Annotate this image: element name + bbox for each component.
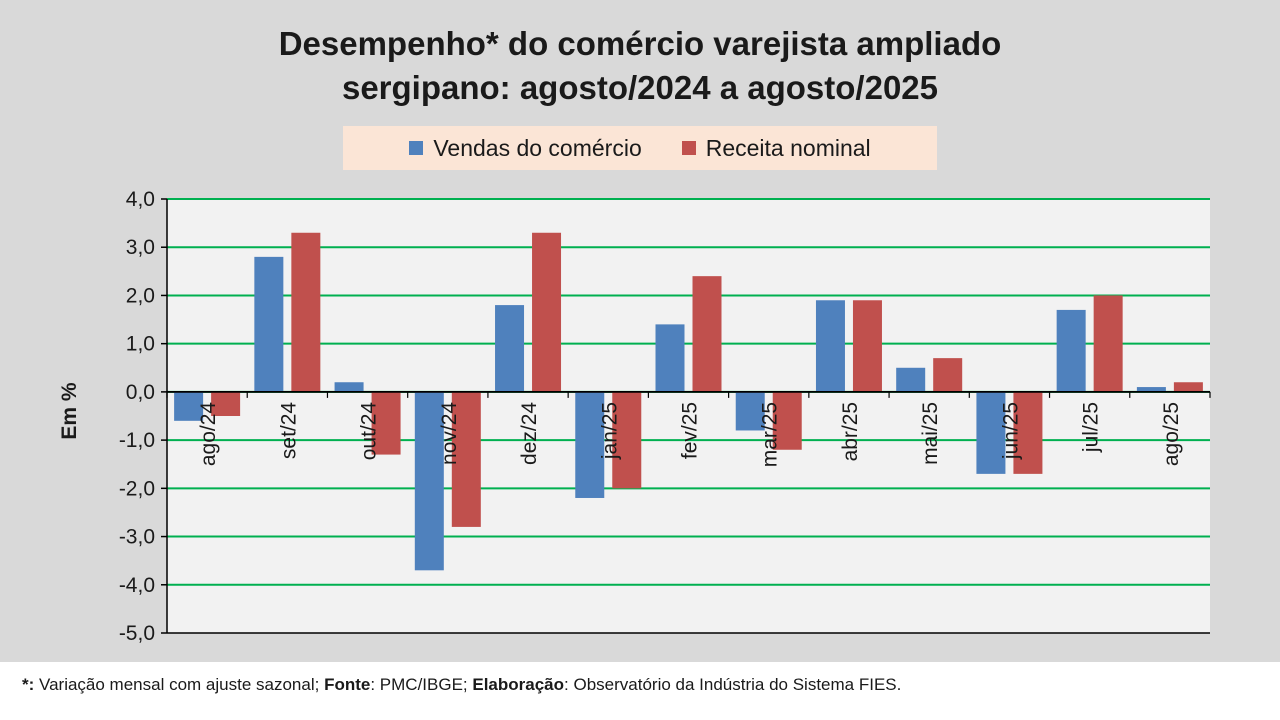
- bar-receita: [211, 391, 241, 416]
- x-tick-label: dez/24: [518, 402, 541, 465]
- y-tick-label: 2,0: [126, 284, 155, 307]
- chart-title-line2: sergipano: agosto/2024 a agosto/2025: [341, 69, 939, 106]
- bar-receita: [1093, 295, 1123, 392]
- bar-receita: [1173, 382, 1203, 392]
- x-tick-label: jul/25: [1080, 402, 1103, 453]
- x-tick-label: jan/25: [598, 402, 621, 460]
- bar-receita: [772, 391, 802, 450]
- footnote-star-text: Variação mensal com ajuste sazonal;: [34, 675, 325, 694]
- chart-title-line1: Desempenho* do comércio varejista amplia…: [278, 25, 1002, 62]
- x-tick-label: out/24: [358, 402, 381, 461]
- footnote-source-label: Fonte: [324, 675, 371, 694]
- bar-vendas: [575, 391, 605, 498]
- y-tick-label: 3,0: [126, 236, 155, 259]
- bar-vendas: [815, 300, 845, 392]
- x-tick-label: set/24: [277, 402, 300, 460]
- y-tick-label: -5,0: [119, 622, 155, 645]
- legend-item-receita: Receita nominal: [681, 134, 871, 162]
- chart-title: Desempenho* do comércio varejista amplia…: [0, 22, 1280, 110]
- bar-vendas: [1056, 309, 1086, 392]
- bar-receita: [933, 358, 963, 392]
- legend-swatch-receita: [681, 141, 696, 155]
- bar-vendas: [1136, 387, 1166, 392]
- bar-receita: [371, 391, 401, 455]
- footnote-author-text: : Observatório da Indústria do Sistema F…: [564, 675, 902, 694]
- bar-vendas: [896, 367, 926, 392]
- x-tick-label: mar/25: [759, 402, 782, 467]
- bar-vendas: [334, 382, 364, 392]
- bar-receita: [852, 300, 882, 392]
- bar-receita: [291, 232, 321, 392]
- bar-vendas: [414, 391, 444, 571]
- bar-vendas: [735, 391, 765, 431]
- x-tick-label: abr/25: [839, 402, 862, 462]
- chart-area: Desempenho* do comércio varejista amplia…: [0, 0, 1280, 662]
- x-tick-label: ago/25: [1160, 402, 1183, 466]
- x-tick-label: fev/25: [679, 402, 702, 459]
- legend-label-receita: Receita nominal: [705, 134, 871, 161]
- bar-receita: [532, 232, 562, 392]
- y-tick-label: -1,0: [119, 429, 155, 452]
- footnote-star-label: *:: [22, 675, 35, 694]
- y-tick-label: -4,0: [119, 574, 155, 597]
- x-tick-label: nov/24: [438, 402, 461, 465]
- y-tick-label: 0,0: [126, 381, 155, 404]
- bar-vendas: [254, 256, 284, 392]
- bar-receita: [612, 391, 642, 489]
- bar-vendas: [174, 391, 204, 421]
- bar-receita: [692, 276, 722, 392]
- bar-vendas: [655, 324, 685, 392]
- x-tick-label: jun/25: [999, 402, 1022, 460]
- legend-swatch-vendas: [409, 141, 424, 155]
- x-tick-label: ago/24: [197, 402, 220, 467]
- bar-vendas: [976, 391, 1006, 474]
- legend-item-vendas: Vendas do comércio: [409, 134, 642, 162]
- bar-receita: [451, 391, 481, 527]
- legend-label-vendas: Vendas do comércio: [433, 134, 642, 161]
- legend: Vendas do comércio Receita nominal: [343, 126, 937, 170]
- y-tick-label: 4,0: [126, 188, 155, 211]
- y-tick-label: -3,0: [119, 526, 155, 549]
- bar-vendas: [495, 305, 525, 392]
- bar-receita: [1013, 391, 1043, 474]
- footnote-author-label: Elaboração: [472, 675, 565, 694]
- y-tick-label: -2,0: [119, 477, 155, 500]
- bar-chart: 4,0 3,0 2,0 1,0 0,0 -1,0 -2,0 -3,0 -4,0 -5,0 Em % a…: [58, 188, 1211, 645]
- x-tick-label: mai/25: [919, 402, 942, 465]
- footnote-source-text: : PMC/IBGE;: [370, 675, 473, 694]
- y-tick-label: 1,0: [126, 333, 155, 356]
- footnote: *: Variação mensal com ajuste sazonal; F…: [0, 662, 1280, 720]
- y-axis-title: Em %: [58, 382, 81, 440]
